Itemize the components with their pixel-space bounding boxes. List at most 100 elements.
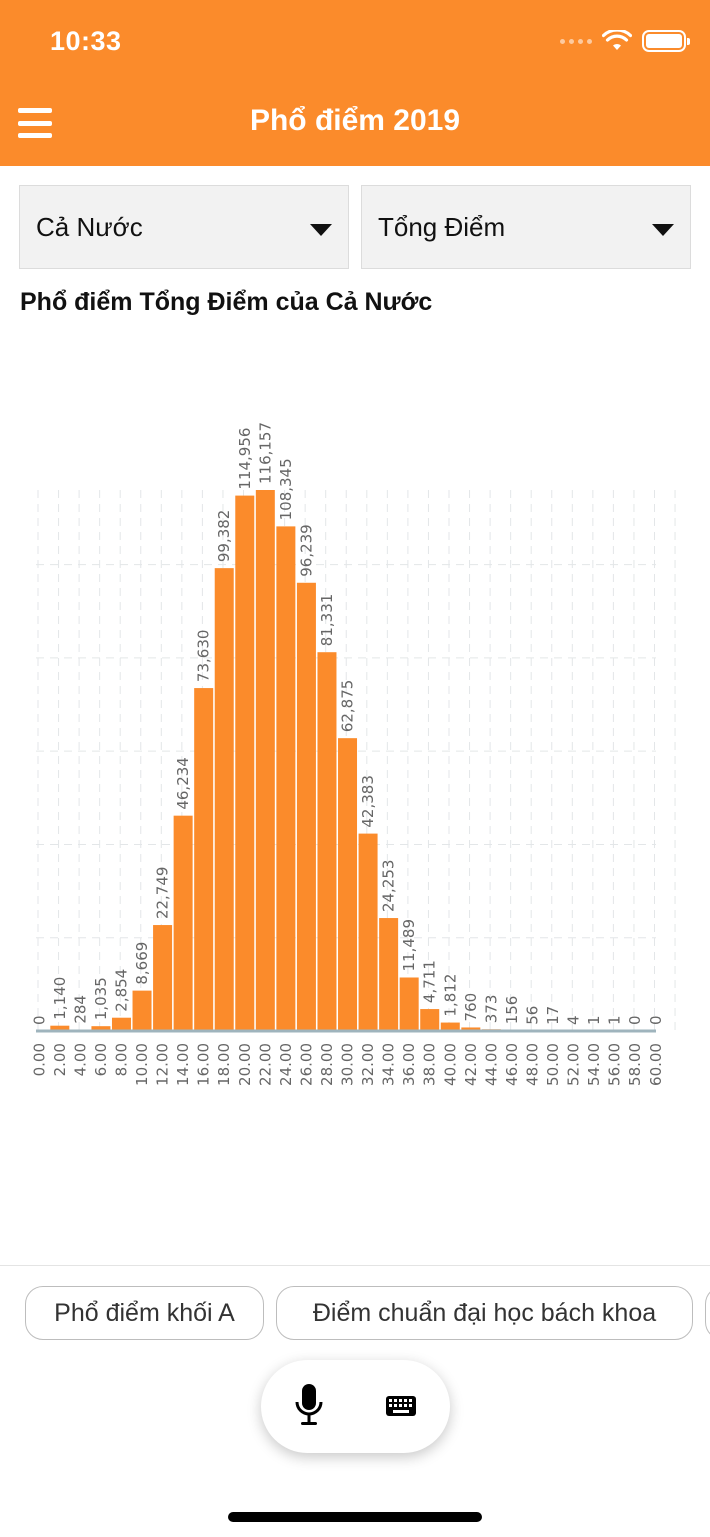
status-time: 10:33 (50, 26, 122, 56)
bar-value-label: 373 (482, 995, 500, 1024)
x-tick-label: 12.00 (154, 1043, 172, 1086)
bar-value-label: 1,140 (51, 977, 69, 1020)
x-tick-label: 6.00 (92, 1043, 110, 1076)
chart-bar (235, 495, 255, 1031)
chart-bar (276, 526, 296, 1031)
region-dropdown-value: Cả Nước (36, 212, 143, 242)
hamburger-menu-icon[interactable] (18, 108, 52, 138)
chart-bar (132, 990, 152, 1031)
chart-bar (50, 1025, 70, 1031)
x-tick-label: 18.00 (215, 1043, 233, 1086)
home-indicator (228, 1512, 482, 1522)
bar-value-label: 24,253 (380, 860, 398, 913)
bar-value-label: 22,749 (154, 867, 172, 920)
x-tick-label: 14.00 (174, 1043, 192, 1086)
x-tick-label: 32.00 (359, 1043, 377, 1086)
bar-value-label: 96,239 (297, 524, 315, 577)
chart-bar (461, 1027, 481, 1031)
x-tick-label: 2.00 (51, 1043, 69, 1076)
bar-value-label: 42,383 (359, 775, 377, 828)
region-dropdown[interactable]: Cả Nước (19, 185, 349, 269)
bar-value-label: 1,812 (441, 974, 459, 1017)
divider (0, 1265, 710, 1266)
suggestion-chip[interactable] (705, 1286, 710, 1340)
keyboard-icon[interactable] (381, 1390, 421, 1422)
bar-value-label: 0 (30, 1015, 48, 1025)
x-tick-label: 42.00 (462, 1043, 480, 1086)
chart-bar (358, 833, 378, 1031)
app-header: 10:33 Phổ điểm 2019 (0, 0, 710, 166)
chevron-down-icon (652, 224, 674, 236)
bar-value-label: 62,875 (339, 680, 357, 733)
bar-value-label: 17 (544, 1006, 562, 1025)
chart-bar (194, 688, 214, 1031)
bar-value-label: 1 (606, 1015, 624, 1025)
bar-value-label: 2,854 (112, 969, 130, 1012)
chart-bar (111, 1017, 131, 1031)
battery-icon (642, 30, 690, 52)
x-tick-label: 8.00 (112, 1043, 130, 1076)
bar-value-label: 0 (647, 1015, 665, 1025)
chevron-down-icon (310, 224, 332, 236)
chart-bar (379, 918, 399, 1031)
bar-value-label: 156 (503, 996, 521, 1025)
bar-value-label: 108,345 (277, 458, 295, 520)
x-tick-label: 54.00 (585, 1043, 603, 1086)
bar-value-label: 1 (585, 1015, 603, 1025)
page-title: Phổ điểm 2019 (249, 104, 461, 137)
x-tick-label: 38.00 (421, 1043, 439, 1086)
bar-value-label: 114,956 (236, 428, 254, 490)
bar-value-label: 56 (523, 1006, 541, 1025)
x-tick-label: 60.00 (647, 1043, 665, 1086)
input-mode-toggle (261, 1360, 450, 1453)
x-tick-label: 36.00 (400, 1043, 418, 1086)
x-tick-label: 22.00 (256, 1043, 274, 1086)
bar-value-label: 760 (462, 993, 480, 1022)
x-tick-label: 20.00 (236, 1043, 254, 1086)
bar-value-label: 73,630 (195, 630, 213, 683)
chart-bar (173, 815, 193, 1031)
x-tick-label: 40.00 (441, 1043, 459, 1086)
chart-bar (153, 925, 173, 1031)
suggestion-chip[interactable]: Điểm chuẩn đại học bách khoa (276, 1286, 693, 1340)
x-tick-label: 24.00 (277, 1043, 295, 1086)
bar-value-label: 81,331 (318, 594, 336, 647)
x-tick-label: 16.00 (195, 1043, 213, 1086)
subject-dropdown-value: Tổng Điểm (378, 212, 506, 242)
subject-dropdown[interactable]: Tổng Điểm (361, 185, 691, 269)
bar-value-label: 116,157 (256, 422, 274, 484)
x-tick-label: 58.00 (626, 1043, 644, 1086)
x-tick-label: 28.00 (318, 1043, 336, 1086)
status-icons (560, 30, 690, 52)
x-tick-label: 30.00 (339, 1043, 357, 1086)
chart-bar (317, 652, 337, 1031)
bar-value-label: 4,711 (421, 960, 439, 1003)
x-tick-label: 52.00 (565, 1043, 583, 1086)
bar-value-label: 0 (626, 1015, 644, 1025)
x-tick-label: 48.00 (523, 1043, 541, 1086)
bar-value-label: 8,669 (133, 942, 151, 985)
chart-bar (296, 582, 316, 1031)
x-tick-label: 46.00 (503, 1043, 521, 1086)
bar-value-label: 284 (71, 995, 89, 1024)
bar-value-label: 1,035 (92, 977, 110, 1020)
chart-bar (440, 1022, 460, 1031)
chart-bar (338, 738, 358, 1031)
suggestion-chip[interactable]: Phổ điểm khối A (25, 1286, 264, 1340)
x-tick-label: 0.00 (30, 1043, 48, 1076)
x-tick-label: 44.00 (482, 1043, 500, 1086)
x-tick-label: 56.00 (606, 1043, 624, 1086)
bar-value-label: 11,489 (400, 919, 418, 972)
bar-value-label: 99,382 (215, 510, 233, 563)
wifi-icon (602, 30, 632, 50)
x-tick-label: 34.00 (380, 1043, 398, 1086)
chart-bar (399, 977, 419, 1031)
microphone-icon[interactable] (289, 1382, 329, 1428)
x-tick-label: 50.00 (544, 1043, 562, 1086)
x-tick-label: 26.00 (297, 1043, 315, 1086)
x-tick-label: 4.00 (71, 1043, 89, 1076)
chart-title: Phổ điểm Tổng Điểm của Cả Nước (20, 288, 433, 316)
chart-bar (255, 490, 275, 1031)
chart-bar (214, 568, 234, 1031)
bar-value-label: 4 (565, 1015, 583, 1025)
